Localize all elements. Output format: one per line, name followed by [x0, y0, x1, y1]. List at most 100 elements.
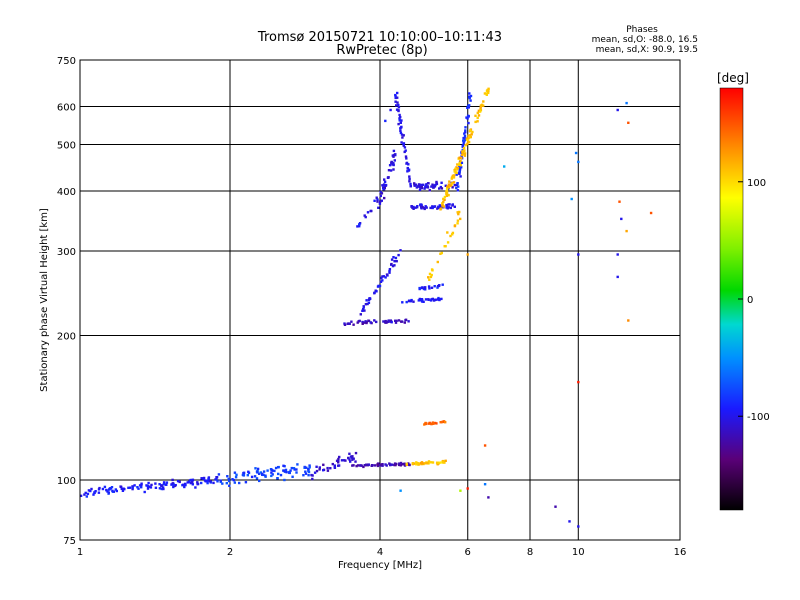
data-point [404, 155, 408, 158]
data-point [308, 464, 311, 467]
data-point [106, 490, 109, 493]
data-point [395, 260, 398, 263]
data-point [326, 469, 330, 472]
data-point [282, 469, 286, 472]
data-point [358, 319, 361, 323]
data-point [400, 141, 403, 144]
data-point [146, 484, 149, 487]
data-point [238, 481, 241, 485]
data-point [176, 479, 180, 483]
data-point [431, 183, 434, 186]
data-point [441, 204, 444, 207]
data-point [392, 154, 396, 157]
data-point [466, 138, 469, 142]
x-tick-label: 2 [227, 547, 233, 558]
data-point [348, 458, 351, 461]
data-point [625, 229, 628, 233]
data-point [302, 474, 305, 477]
data-point [485, 92, 488, 95]
data-point [458, 172, 461, 175]
data-point [397, 122, 400, 126]
data-point [387, 176, 390, 179]
data-point [470, 133, 473, 136]
data-point [449, 184, 452, 187]
data-point [384, 321, 387, 324]
data-point [379, 194, 382, 198]
data-point [399, 131, 403, 135]
data-point [289, 469, 292, 472]
data-point [456, 182, 459, 185]
data-point [428, 278, 431, 281]
data-point [413, 183, 416, 187]
data-point [219, 480, 222, 484]
data-point [376, 464, 379, 468]
data-point [119, 485, 122, 488]
data-point [420, 286, 424, 289]
data-point [181, 483, 185, 486]
data-point [162, 483, 165, 486]
data-point [266, 469, 269, 472]
data-point [458, 170, 461, 173]
data-point [244, 481, 248, 484]
data-point [337, 457, 340, 461]
data-point [226, 475, 229, 478]
data-point [439, 421, 442, 424]
data-point [428, 272, 432, 276]
data-point [160, 487, 163, 491]
data-point [362, 465, 365, 469]
data-point [111, 489, 114, 492]
data-point [459, 164, 462, 167]
data-point [463, 132, 466, 135]
data-point [460, 166, 463, 169]
data-point [458, 166, 461, 169]
data-point [395, 319, 398, 322]
data-point [363, 214, 366, 217]
data-point [383, 178, 386, 181]
data-point [279, 473, 283, 477]
data-point [399, 115, 402, 119]
data-point [466, 487, 469, 490]
data-point [476, 111, 479, 115]
data-point [467, 140, 470, 143]
data-point [405, 300, 408, 304]
data-point [394, 153, 397, 157]
data-point [439, 185, 442, 189]
data-point [150, 483, 153, 487]
data-point [255, 477, 259, 480]
data-point [393, 159, 396, 162]
data-point [440, 187, 444, 190]
data-point [307, 470, 311, 474]
data-point [123, 488, 126, 491]
data-point [456, 163, 459, 166]
data-point [367, 463, 370, 466]
data-point [433, 205, 436, 208]
data-point [303, 465, 306, 469]
data-point [394, 321, 398, 324]
data-point [459, 159, 462, 163]
data-point [627, 121, 630, 124]
data-point [385, 464, 388, 467]
data-point [427, 460, 431, 463]
y-tick-label: 600 [57, 103, 76, 114]
data-point [217, 473, 221, 476]
data-point [348, 452, 351, 455]
data-point [442, 197, 445, 201]
data-point [356, 464, 360, 467]
colorbar-tick-label: 0 [747, 295, 753, 306]
data-point [390, 321, 393, 324]
data-point [452, 181, 456, 184]
data-point [191, 483, 194, 486]
data-point [225, 482, 228, 485]
data-point [379, 280, 383, 283]
data-point [455, 168, 459, 171]
data-point [387, 169, 391, 172]
data-point [407, 168, 411, 171]
data-point [398, 119, 401, 122]
data-point [273, 469, 276, 473]
data-point [376, 285, 380, 288]
data-point [455, 171, 458, 174]
data-point [369, 321, 372, 324]
data-point [483, 92, 487, 95]
data-point [428, 287, 431, 290]
data-point [483, 444, 487, 447]
